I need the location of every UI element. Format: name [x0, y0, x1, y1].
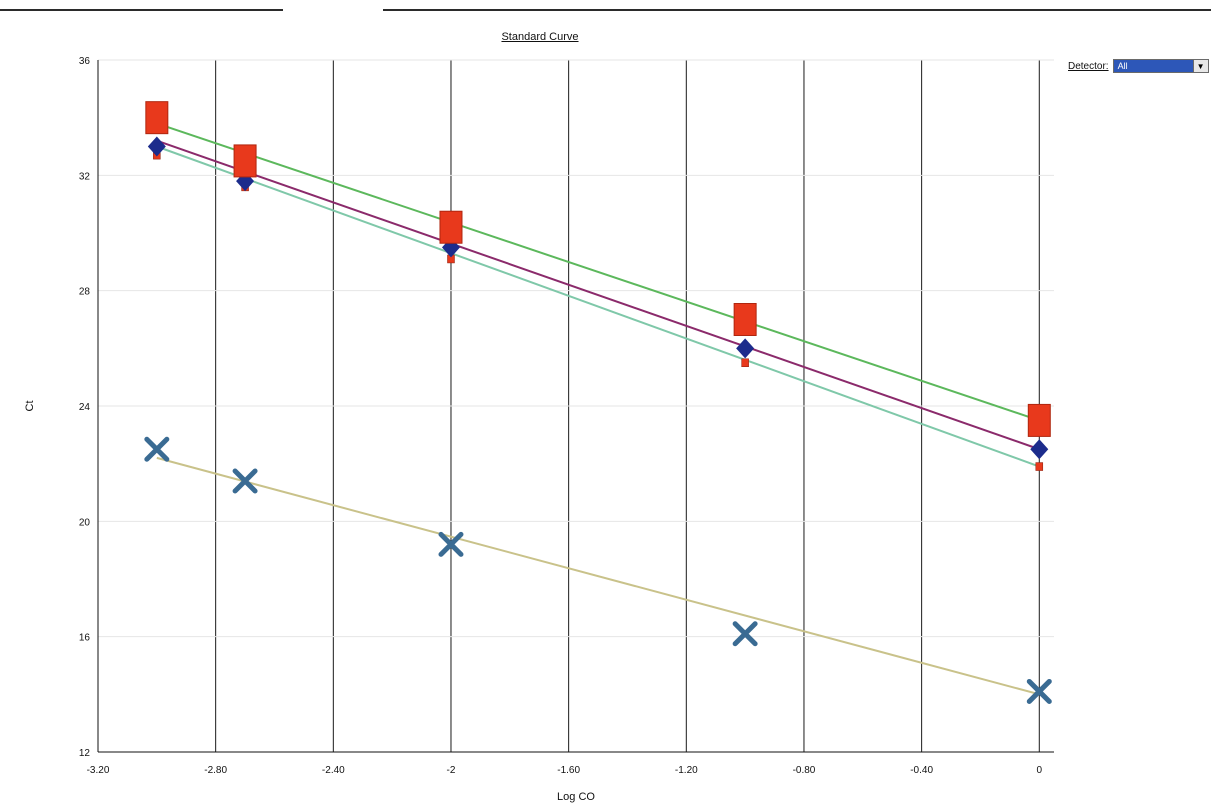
x-tick-label: -2 — [447, 765, 456, 776]
x-tick-label: 0 — [1037, 765, 1043, 776]
y-tick-label: 36 — [79, 56, 91, 67]
detector-label: Detector: — [1068, 60, 1109, 72]
data-point-x — [438, 531, 464, 557]
y-tick-label: 20 — [79, 517, 91, 528]
data-point-diamond — [736, 338, 755, 359]
top-border-line — [0, 9, 1211, 11]
data-point-square — [233, 144, 257, 178]
data-point-small-square — [741, 358, 749, 367]
data-point-x — [144, 436, 170, 462]
y-tick-label: 12 — [79, 748, 91, 759]
trend-line — [156, 139, 1040, 451]
y-tick-label: 28 — [79, 287, 91, 298]
data-point-diamond — [147, 136, 166, 157]
x-tick-label: -1.20 — [675, 765, 698, 776]
trend-line — [156, 456, 1040, 696]
data-point-square — [733, 303, 757, 336]
y-tick-label: 24 — [79, 402, 91, 413]
detector-select[interactable]: All ▼ — [1112, 59, 1209, 73]
top-border-gap — [283, 8, 383, 12]
x-tick-label: -0.40 — [910, 765, 933, 776]
data-point-small-square — [1035, 462, 1044, 471]
data-point-square — [145, 101, 169, 135]
x-tick-label: -2.40 — [322, 765, 345, 776]
chart-title: Standard Curve — [501, 31, 579, 43]
x-axis-label: Log CO — [557, 791, 595, 803]
y-tick-label: 32 — [79, 171, 91, 182]
detector-control: Detector: All ▼ — [1068, 59, 1209, 73]
trend-line — [156, 145, 1040, 468]
x-tick-label: -3.20 — [87, 765, 110, 776]
x-tick-label: -1.60 — [557, 765, 580, 776]
data-point-x — [1026, 678, 1052, 704]
x-tick-label: -0.80 — [793, 765, 816, 776]
trend-line — [156, 122, 1040, 422]
y-axis-label: Ct — [24, 401, 36, 412]
chevron-down-icon[interactable]: ▼ — [1192, 60, 1208, 72]
data-point-square — [1027, 403, 1051, 437]
y-tick-label: 16 — [79, 633, 91, 644]
data-point-square — [439, 210, 463, 244]
x-tick-label: -2.80 — [204, 765, 227, 776]
data-point-diamond — [1030, 439, 1049, 460]
detector-selected-value: All — [1117, 61, 1128, 71]
data-point-x — [732, 621, 758, 647]
data-point-x — [232, 468, 258, 494]
